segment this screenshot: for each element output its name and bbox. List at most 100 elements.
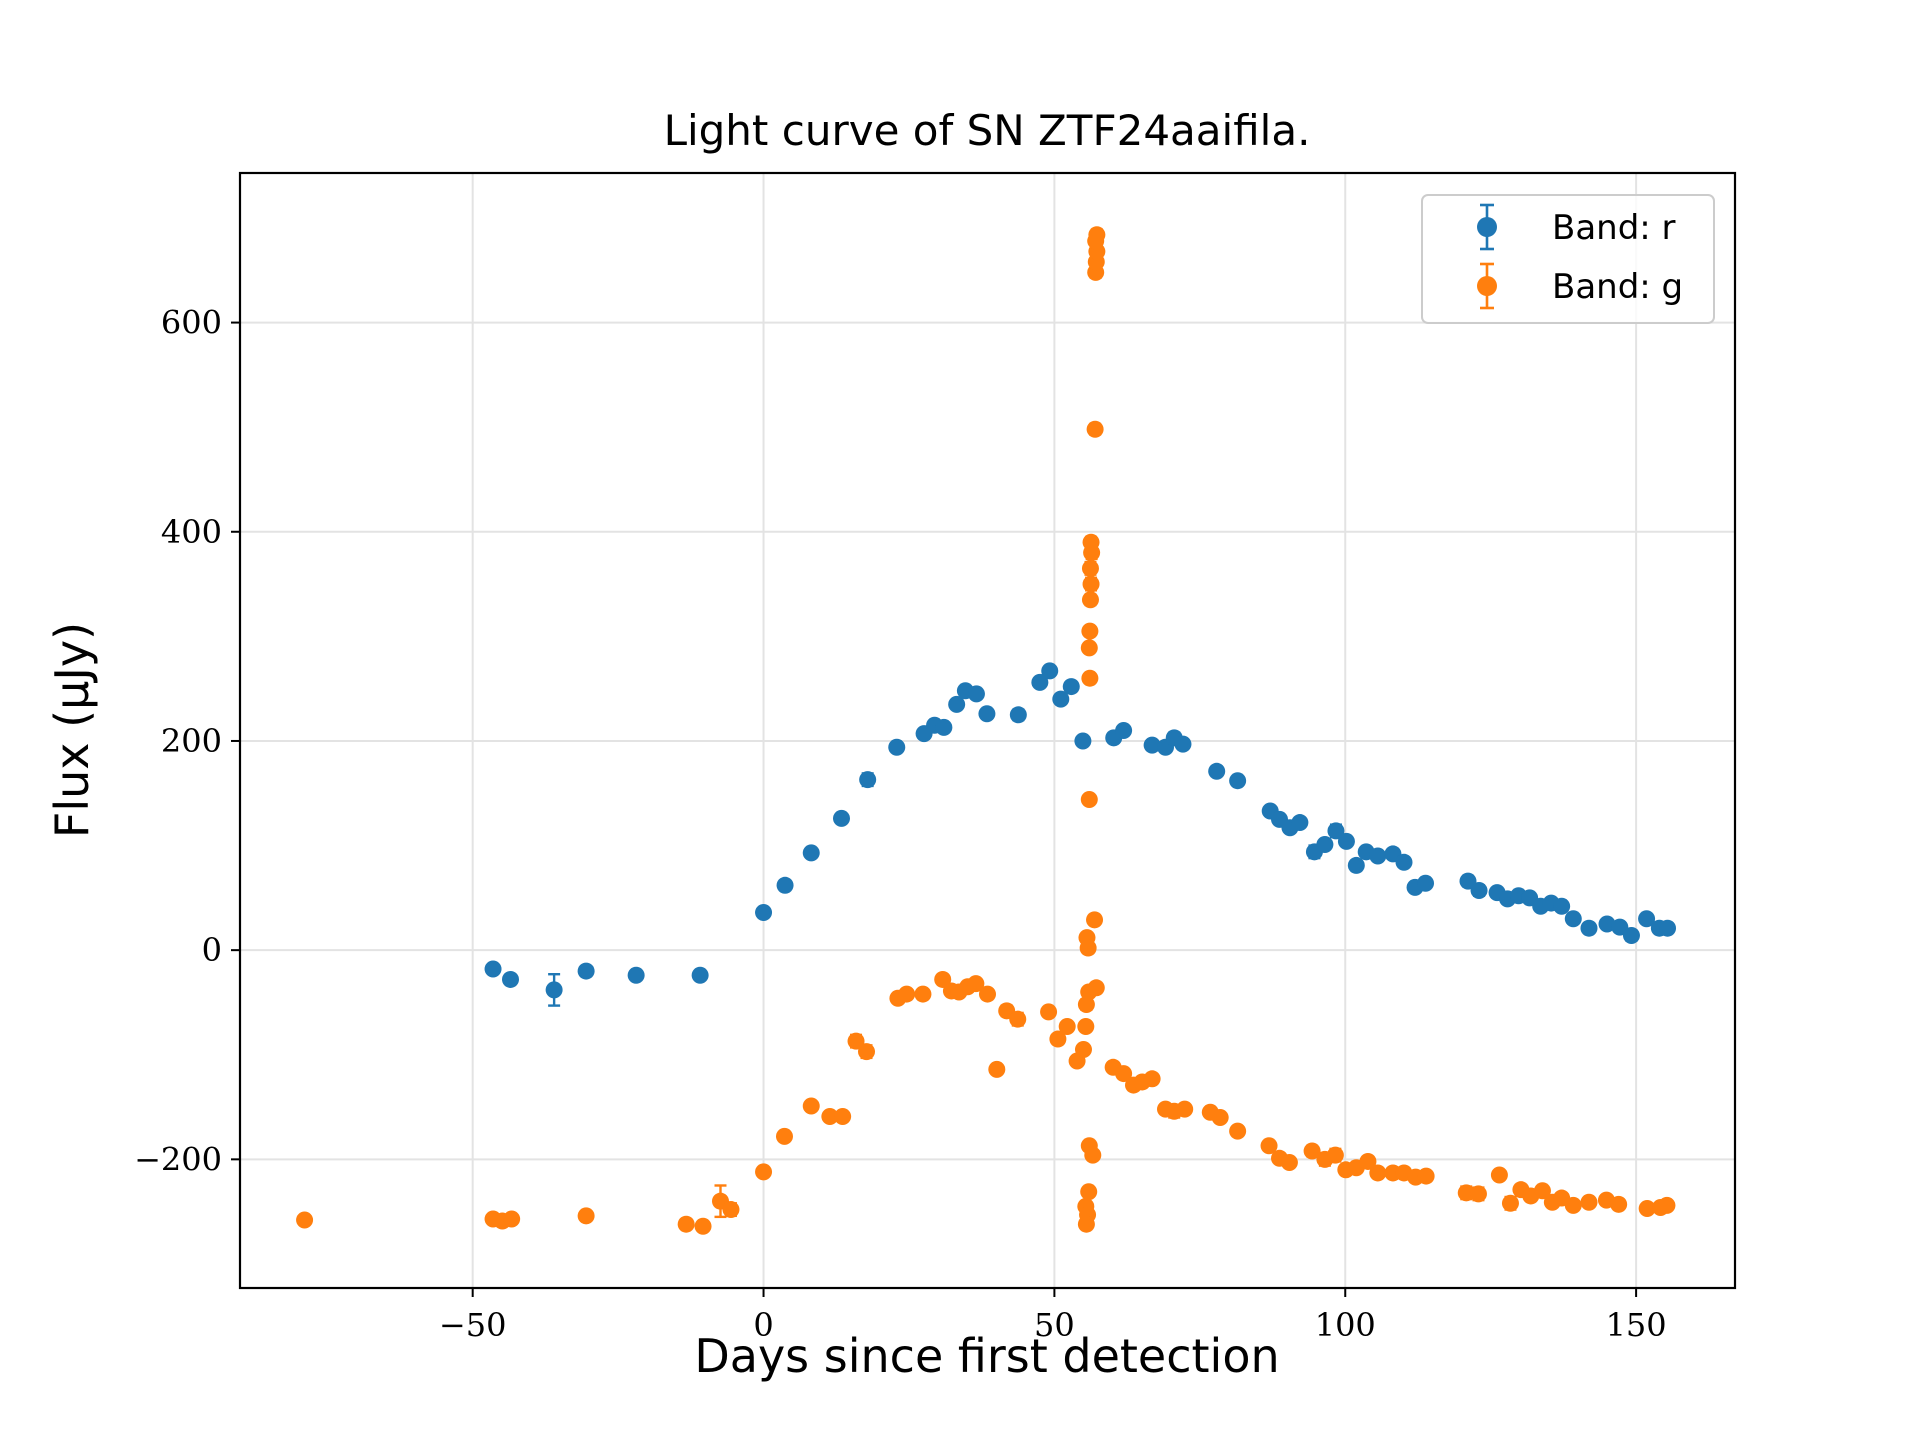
marker — [1088, 226, 1106, 244]
data-point-r — [501, 970, 519, 988]
data-point-r — [802, 844, 820, 862]
y-axis-label: Flux (μJy) — [45, 622, 99, 838]
data-point-g — [775, 1127, 793, 1145]
data-point-g — [1417, 1167, 1435, 1185]
marker — [1080, 791, 1098, 809]
marker — [776, 876, 794, 894]
data-point-g — [802, 1097, 820, 1115]
marker — [1176, 1100, 1194, 1118]
marker — [1291, 814, 1309, 832]
data-point-r — [1157, 738, 1175, 756]
marker — [501, 970, 519, 988]
data-point-r — [1470, 882, 1488, 900]
data-point-g — [1143, 1070, 1161, 1088]
data-point-g — [1469, 1185, 1487, 1203]
marker — [1638, 910, 1656, 928]
legend-label-r: Band: r — [1552, 208, 1676, 248]
data-point-r — [691, 966, 709, 984]
y-tick-label: 400 — [161, 513, 222, 551]
data-point-g — [1074, 1041, 1092, 1059]
data-point-r — [1229, 772, 1247, 790]
data-point-g — [1049, 1030, 1067, 1048]
marker — [898, 985, 916, 1003]
data-point-g — [1580, 1193, 1598, 1211]
data-point-r — [1659, 919, 1677, 937]
data-point-g — [577, 1207, 595, 1225]
marker — [948, 695, 966, 713]
data-point-g — [1658, 1196, 1676, 1214]
legend-dot — [1477, 217, 1497, 237]
x-tick-label: 150 — [1606, 1306, 1667, 1344]
data-point-g — [722, 1201, 740, 1219]
data-point-g — [1080, 1183, 1098, 1201]
data-point-r — [1031, 673, 1049, 691]
data-point-g — [914, 985, 932, 1003]
data-point-g — [1040, 1003, 1058, 1021]
marker — [1115, 1065, 1133, 1083]
data-point-r — [1598, 915, 1616, 933]
marker — [691, 966, 709, 984]
marker — [1395, 853, 1413, 871]
data-point-g — [1176, 1100, 1194, 1118]
marker — [834, 1107, 852, 1125]
data-point-r — [1143, 736, 1161, 754]
data-point-r — [627, 966, 645, 984]
marker — [1369, 847, 1387, 865]
y-tick-label: 0 — [202, 931, 222, 969]
data-point-g — [979, 985, 996, 1003]
data-point-g — [1564, 1196, 1582, 1214]
marker — [847, 1032, 865, 1050]
data-point-r — [1041, 662, 1059, 680]
marker — [484, 960, 502, 978]
marker — [1533, 1182, 1551, 1200]
data-point-g — [1280, 1153, 1298, 1171]
data-point-r — [859, 771, 877, 789]
marker — [1081, 622, 1099, 640]
data-point-g — [1081, 622, 1099, 640]
data-point-g — [1229, 1122, 1247, 1140]
marker — [1470, 882, 1488, 900]
marker — [1211, 1109, 1229, 1127]
data-point-g — [1638, 1200, 1656, 1218]
marker — [1143, 1070, 1161, 1088]
y-tick-label: 200 — [161, 722, 222, 760]
data-point-r — [935, 718, 953, 736]
marker — [1326, 1146, 1344, 1164]
data-point-r — [1638, 910, 1656, 928]
marker — [967, 685, 985, 703]
marker — [1086, 911, 1104, 929]
data-point-g — [1359, 1152, 1377, 1170]
marker — [832, 809, 850, 827]
data-point-r — [1369, 847, 1387, 865]
marker — [1062, 678, 1080, 696]
data-point-g — [296, 1211, 314, 1229]
legend-marker-g — [1477, 262, 1497, 310]
data-point-g — [1082, 533, 1100, 551]
data-point-g — [898, 985, 916, 1003]
marker — [1086, 420, 1104, 438]
data-point-g — [1080, 639, 1098, 657]
marker — [1082, 575, 1100, 593]
data-point-g — [1303, 1142, 1321, 1160]
marker — [1580, 919, 1598, 937]
data-point-g — [1086, 420, 1104, 438]
data-point-g — [1088, 226, 1106, 244]
data-point-r — [1417, 874, 1435, 892]
data-point-g — [1490, 1166, 1508, 1184]
marker — [1469, 1185, 1487, 1203]
data-point-g — [1087, 979, 1105, 997]
data-point-g — [1086, 911, 1104, 929]
marker — [1049, 1030, 1067, 1048]
x-tick-label: 50 — [1034, 1306, 1075, 1344]
data-point-g — [858, 1043, 876, 1061]
marker — [1077, 1215, 1095, 1233]
marker — [1564, 910, 1582, 928]
data-point-g — [934, 970, 952, 988]
data-point-g — [1077, 1215, 1095, 1233]
data-point-g — [821, 1107, 839, 1125]
marker — [1580, 1193, 1598, 1211]
marker — [1052, 690, 1070, 708]
marker — [1564, 1196, 1582, 1214]
marker — [1316, 836, 1334, 854]
marker — [1417, 1167, 1435, 1185]
